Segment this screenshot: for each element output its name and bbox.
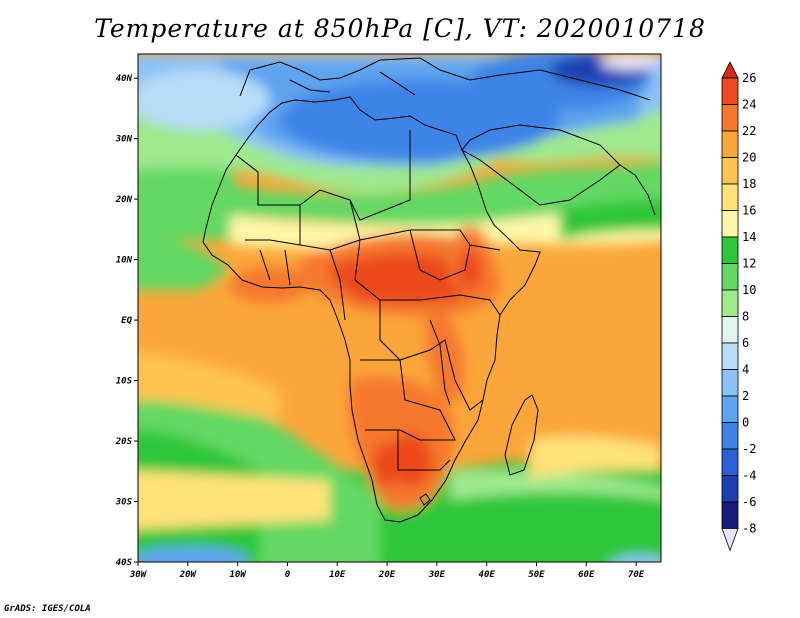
colorbar-overflow-triangle xyxy=(721,61,739,79)
lat-tick-label: 10S xyxy=(116,377,133,387)
colorbar-swatch xyxy=(721,236,739,264)
lat-tick-label: 20S xyxy=(115,437,133,447)
lon-tick-label: 20W xyxy=(179,570,198,580)
colorbar-swatch xyxy=(721,316,739,344)
colorbar-label: 12 xyxy=(742,257,756,271)
colorbar-label: 20 xyxy=(742,151,756,165)
colorbar-swatch xyxy=(721,289,739,317)
axis-ticks: 30W 20W 10W 0 10E 20E 30E 40E 50E 60E 70E 40N 30N 20N… xyxy=(115,74,645,580)
colorbar-swatch xyxy=(721,475,739,503)
colorbar-swatch xyxy=(721,104,739,132)
colorbar-label: 16 xyxy=(742,204,756,218)
colorbar-underflow-triangle xyxy=(721,528,739,552)
colorbar-swatch xyxy=(721,369,739,397)
colorbar-swatch xyxy=(721,183,739,211)
colorbar-label: 8 xyxy=(742,310,749,324)
colorbar-label: -8 xyxy=(742,522,756,536)
colorbar-swatch xyxy=(721,422,739,450)
colorbar-label: -6 xyxy=(742,495,756,509)
colorbar-label: 22 xyxy=(742,124,756,138)
map-frame xyxy=(137,53,662,563)
colorbar-swatch xyxy=(721,342,739,370)
grads-credit: GrADS: IGES/COLA xyxy=(4,604,91,614)
coastlines-and-borders xyxy=(202,57,656,523)
colorbar-swatch xyxy=(721,157,739,185)
colorbar-label: -4 xyxy=(742,469,756,483)
lon-tick-label: 10W xyxy=(229,570,247,580)
temperature-field xyxy=(138,54,661,562)
lon-tick-label: 60E xyxy=(578,570,595,580)
lat-tick-label: EQ xyxy=(121,316,132,326)
colorbar-label: 6 xyxy=(742,336,749,350)
colorbar-label: 4 xyxy=(742,363,749,377)
lat-tick-label: 20N xyxy=(115,195,133,205)
colorbar-label: -2 xyxy=(742,442,756,456)
lon-tick-label: 20E xyxy=(378,570,396,580)
colorbar-swatch xyxy=(721,263,739,291)
lon-tick-label: 70E xyxy=(628,570,645,580)
colorbar-swatch xyxy=(721,448,739,476)
colorbar-swatch xyxy=(721,395,739,423)
lon-tick-label: 30W xyxy=(129,570,148,580)
lat-tick-label: 30S xyxy=(115,498,133,508)
lat-tick-label: 10N xyxy=(116,256,133,266)
colorbar-label: 18 xyxy=(742,177,756,191)
lon-tick-label: 40E xyxy=(479,570,496,580)
lon-tick-label: 10E xyxy=(329,570,346,580)
colorbar-swatch xyxy=(721,501,739,529)
lat-tick-label: 40N xyxy=(116,74,133,84)
colorbar-label: 24 xyxy=(742,98,756,112)
colorbar-label: 26 xyxy=(742,71,756,85)
lat-tick-label: 40S xyxy=(116,558,133,568)
lon-tick-label: 30E xyxy=(428,570,446,580)
lat-tick-label: 30N xyxy=(115,135,133,145)
colorbar-label: 14 xyxy=(742,230,756,244)
map-title: Temperature at 850hPa [C], VT: 202001071… xyxy=(94,14,706,43)
colorbar-label: 2 xyxy=(742,389,749,403)
colorbar-swatch xyxy=(721,77,739,105)
lon-tick-label: 0 xyxy=(285,570,291,580)
lon-tick-label: 50E xyxy=(528,570,545,580)
colorbar-swatch xyxy=(721,130,739,158)
colorbar-swatch xyxy=(721,210,739,238)
colorbar-label: 0 xyxy=(742,416,749,430)
colorbar-label: 10 xyxy=(742,283,756,297)
